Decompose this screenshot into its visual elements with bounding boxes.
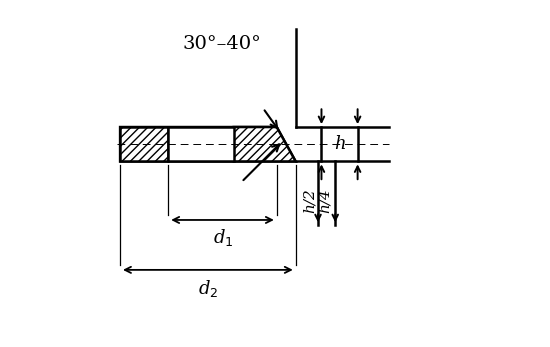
- Polygon shape: [168, 127, 234, 161]
- Text: 30°–40°: 30°–40°: [182, 35, 261, 53]
- Text: h/2: h/2: [302, 189, 316, 213]
- Text: h: h: [334, 135, 346, 153]
- Text: d$_1$: d$_1$: [213, 227, 234, 248]
- Polygon shape: [234, 127, 296, 161]
- Text: d$_2$: d$_2$: [197, 278, 218, 299]
- Text: h/4: h/4: [318, 189, 332, 213]
- Polygon shape: [120, 127, 168, 161]
